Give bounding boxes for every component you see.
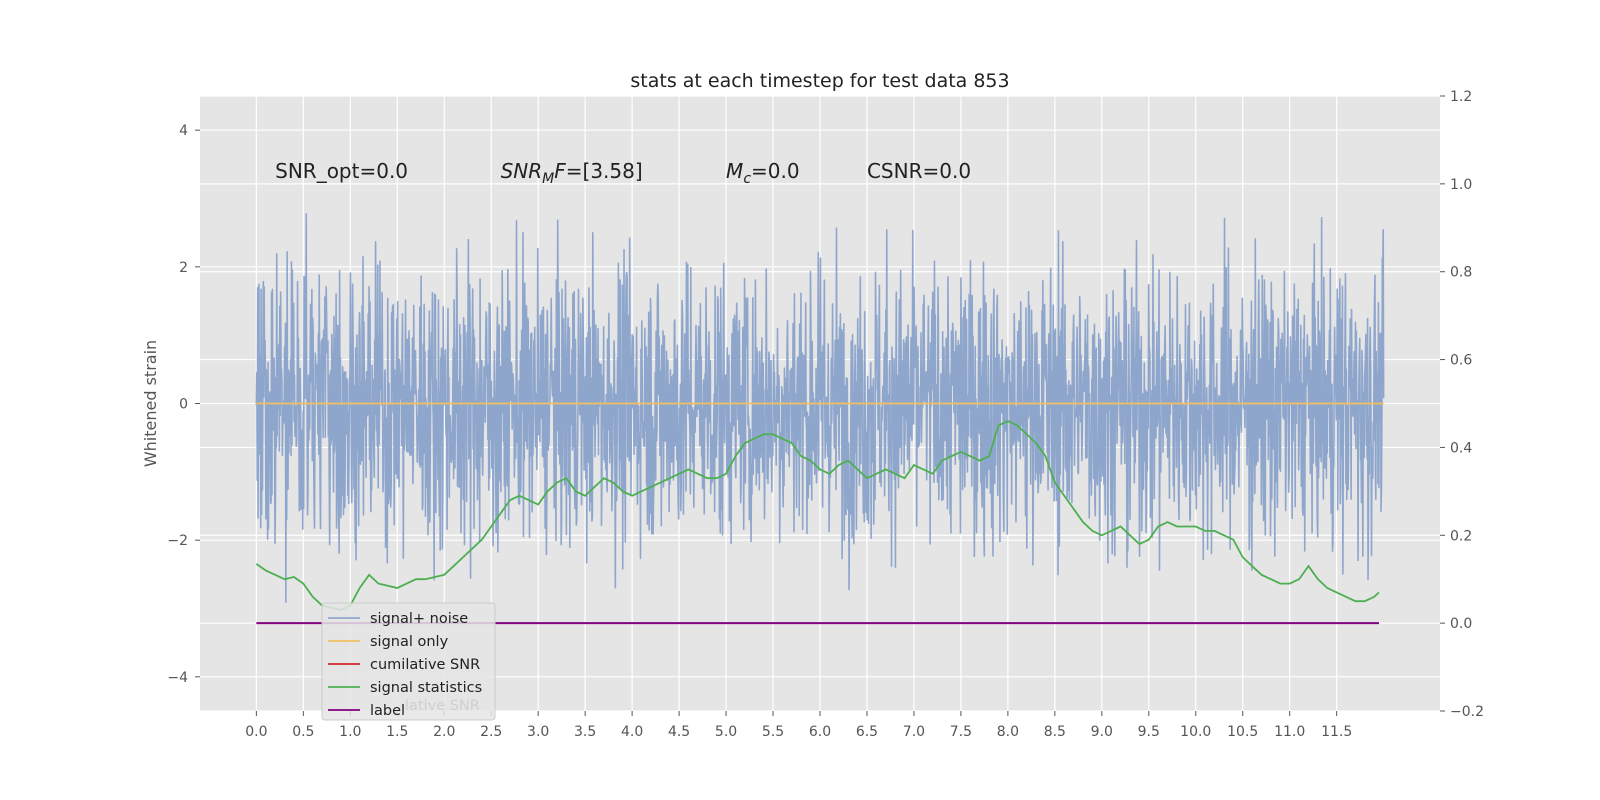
annotation-text: CSNR=0.0 [867,159,971,183]
y2-tick-label: 0.6 [1450,353,1472,369]
x-tick-label: 5.0 [715,724,737,740]
annotation-text: SNRMF=[3.58] [501,159,643,187]
x-axis-ticks: 0.0 0.5 1.0 1.5 2.0 2.5 3.0 3.5 4.0 4.5 5.0 5.5 6.0 6… [245,711,1352,740]
x-tick-label: 6.0 [809,724,831,740]
annotation-part: SNR [501,159,543,183]
y-tick-label: 0 [179,397,188,413]
y2-tick-label: 0.2 [1450,528,1472,544]
y-axis-label: Whitened strain [141,340,160,467]
annotation-part: =[3.58] [566,159,643,183]
y2-tick-label: 0.4 [1450,440,1472,456]
y2-tick-label: 0.0 [1450,616,1472,632]
x-tick-label: 1.0 [339,724,361,740]
y-tick-label: −4 [167,670,188,686]
x-tick-label: 6.5 [856,724,878,740]
legend-entry: signal+ noise [370,611,468,627]
annotation-part: =0.0 [751,159,800,183]
annotation-part: CSNR=0.0 [867,159,971,183]
y-tick-label: 4 [179,123,188,139]
legend-entry: cumilative SNR [370,657,480,673]
signal-noise-series [255,212,1385,603]
annotation-part: F [554,159,566,183]
signal-noise-line [255,212,1385,603]
x-tick-label: 7.0 [903,724,925,740]
x-tick-label: 11.5 [1321,724,1352,740]
legend-entry: signal statistics [370,680,482,696]
y2-tick-label: 0.8 [1450,265,1472,281]
x-tick-label: 8.5 [1044,724,1066,740]
legend-entry: label [370,703,405,719]
y2-tick-label: −0.2 [1450,704,1484,720]
x-tick-label: 4.5 [668,724,690,740]
x-tick-label: 0.0 [245,724,267,740]
annotations: SNR_opt=0.0 SNRMF=[3.58] Mc=0.0 CSNR=0.0 [275,159,971,187]
x-tick-label: 8.0 [997,724,1019,740]
x-tick-label: 3.5 [574,724,596,740]
x-tick-label: 5.5 [762,724,784,740]
x-tick-label: 0.5 [292,724,314,740]
x-tick-label: 2.0 [433,724,455,740]
signal-statistics-line [255,420,1380,611]
y2-tick-label: 1.0 [1450,177,1472,193]
x-tick-label: 7.5 [950,724,972,740]
x-tick-label: 10.5 [1227,724,1258,740]
y-axis-ticks: 4 2 0 −2 −4 [167,123,200,686]
chart-title: stats at each timestep for test data 853 [630,70,1009,92]
x-tick-label: 10.0 [1180,724,1211,740]
y-tick-label: 2 [179,260,188,276]
annotation-part: SNR_opt=0.0 [275,159,408,183]
y-tick-label: −2 [167,533,188,549]
x-tick-label: 3.0 [527,724,549,740]
x-tick-label: 4.0 [621,724,643,740]
x-tick-label: 9.0 [1091,724,1113,740]
x-tick-label: 2.5 [480,724,502,740]
annotation-part: M [542,171,554,187]
x-tick-label: 11.0 [1274,724,1305,740]
annotation-part: M [726,159,743,183]
x-tick-label: 1.5 [386,724,408,740]
legend-ghost-text: lative SNR [405,698,480,714]
annotation-part: c [743,171,751,187]
annotation-text: Mc=0.0 [726,159,800,187]
legend-entry: signal only [370,634,449,650]
y2-axis-ticks: 1.2 1.0 0.8 0.6 0.4 0.2 0.0 −0.2 [1440,89,1484,720]
legend: lative SNR signal+ noise signal only cumila… [321,602,496,721]
legend-box [321,602,496,721]
y2-tick-label: 1.2 [1450,89,1472,105]
x-tick-label: 9.5 [1138,724,1160,740]
annotation-text: SNR_opt=0.0 [275,159,408,183]
